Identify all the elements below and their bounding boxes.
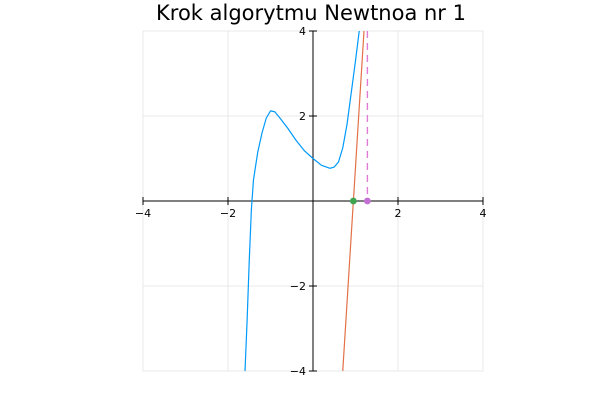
series-layer <box>245 27 371 371</box>
x-tick-label-4: 4 <box>480 207 487 220</box>
series-f-x- <box>245 27 360 371</box>
y-tick-label-0: −4 <box>290 365 306 378</box>
x-tick-label-1: −2 <box>220 207 236 220</box>
y-tick-label-4: 4 <box>299 25 306 38</box>
x-tick-label-3: 2 <box>395 207 402 220</box>
series-current-point <box>350 198 357 205</box>
y-tick-label-1: −2 <box>290 280 306 293</box>
x-tick-label-0: −4 <box>135 207 151 220</box>
y-tick-label-3: 2 <box>299 110 306 123</box>
series-next-point <box>364 198 371 205</box>
chart-title: Krok algorytmu Newtnoa nr 1 <box>156 1 466 25</box>
